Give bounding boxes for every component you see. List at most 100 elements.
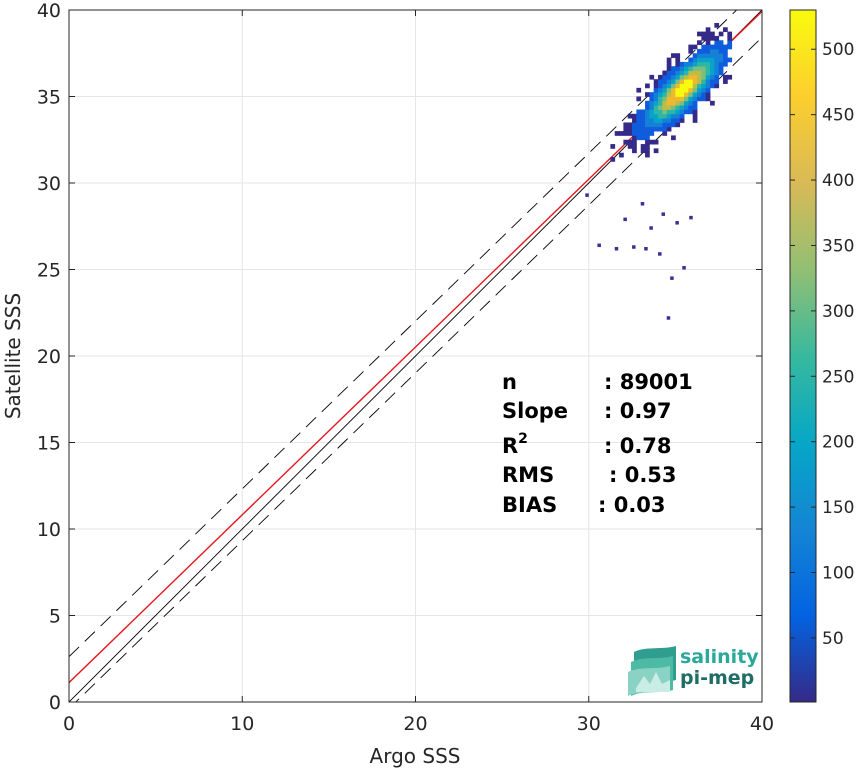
density-cell (723, 79, 728, 84)
y-tick-label: 20 (37, 346, 61, 368)
density-cell (627, 139, 633, 145)
density-cell (705, 92, 711, 97)
density-cell (688, 61, 694, 67)
density-cell (671, 118, 676, 123)
logo-text-line1: salinity (680, 646, 759, 668)
density-cell (662, 126, 668, 132)
density-cell (636, 131, 642, 136)
density-cell (710, 44, 715, 50)
colorbar-tick-label: 200 (822, 433, 854, 453)
density-cell (714, 35, 720, 41)
density-cell (645, 139, 650, 145)
density-cell (636, 122, 642, 128)
density-cell (679, 74, 685, 80)
density-cell (688, 57, 694, 63)
stat-label: RMS (502, 463, 554, 487)
y-axis-label: Satellite SSS (1, 293, 25, 419)
density-cell (688, 96, 694, 102)
density-cell (718, 40, 724, 45)
outlier-point (682, 266, 686, 270)
density-cell (697, 83, 702, 89)
density-cell (718, 57, 724, 63)
density-cell (662, 96, 668, 102)
density-cell (688, 109, 694, 115)
density-cell (684, 105, 689, 110)
density-cell (714, 70, 720, 76)
density-cell (675, 113, 681, 119)
density-cell (645, 109, 650, 115)
density-cell (658, 109, 663, 115)
density-cell (658, 105, 663, 110)
density-cell (645, 144, 650, 149)
density-cell (688, 87, 694, 93)
stat-label: n (502, 370, 517, 394)
density-cell (662, 131, 668, 136)
density-cell (666, 113, 672, 119)
density-cell (627, 113, 633, 119)
density-cell (697, 92, 702, 97)
density-cell (645, 118, 650, 123)
density-cell (705, 66, 711, 71)
density-cell (627, 122, 633, 128)
density-cell (623, 139, 629, 145)
density-cell (705, 74, 711, 80)
density-cell (705, 61, 711, 67)
density-cell (675, 74, 681, 80)
density-cell (671, 135, 676, 141)
density-cell (692, 53, 698, 58)
density-cell (619, 131, 624, 136)
x-tick-label: 20 (403, 713, 427, 735)
density-cell (679, 100, 685, 106)
density-cell (675, 118, 681, 123)
density-cell (645, 135, 650, 141)
density-cell (727, 57, 733, 63)
colorbar-tick-label: 300 (822, 302, 854, 322)
y-tick-label: 35 (37, 87, 61, 109)
density-cell (723, 57, 728, 63)
density-cell (632, 148, 637, 154)
density-cell (640, 122, 646, 128)
density-cell (684, 83, 689, 89)
density-cell (658, 87, 663, 93)
colorbar-tick-label: 100 (822, 563, 854, 583)
density-cell (666, 74, 672, 80)
density-cell (640, 131, 646, 136)
density-cell (705, 87, 711, 93)
density-cell (662, 109, 668, 115)
density-cell (632, 126, 637, 132)
density-cell (701, 48, 707, 54)
density-cell (645, 122, 650, 128)
stat-value: : 89001 (604, 370, 693, 394)
density-cell (632, 131, 637, 136)
density-cell (692, 118, 698, 123)
density-cell (671, 113, 676, 119)
density-cell (710, 48, 715, 54)
x-tick-label: 10 (230, 713, 254, 735)
x-ticks: 0 10 20 30 40 (63, 10, 774, 735)
density-cell (697, 70, 702, 76)
density-cell (649, 92, 655, 97)
density-cell (688, 79, 694, 84)
density-cell (679, 61, 685, 67)
density-cell (701, 61, 707, 67)
density-cell (705, 96, 711, 102)
x-tick-label: 0 (63, 713, 75, 735)
density-cell (653, 139, 659, 145)
density-cell (723, 44, 728, 50)
density-cell (632, 135, 637, 141)
density-cell (718, 70, 724, 76)
density-cell (688, 44, 694, 50)
density-cell (666, 87, 672, 93)
density-cell (684, 70, 689, 76)
density-cloud (585, 22, 733, 320)
density-cell (697, 96, 702, 102)
density-cell (710, 74, 715, 80)
density-cell (658, 79, 663, 84)
density-cell (649, 105, 655, 110)
density-cell (697, 57, 702, 63)
density-cell (688, 83, 694, 89)
density-cell (684, 79, 689, 84)
density-cell (692, 96, 698, 102)
density-cell (632, 144, 637, 149)
density-cell (649, 139, 655, 145)
